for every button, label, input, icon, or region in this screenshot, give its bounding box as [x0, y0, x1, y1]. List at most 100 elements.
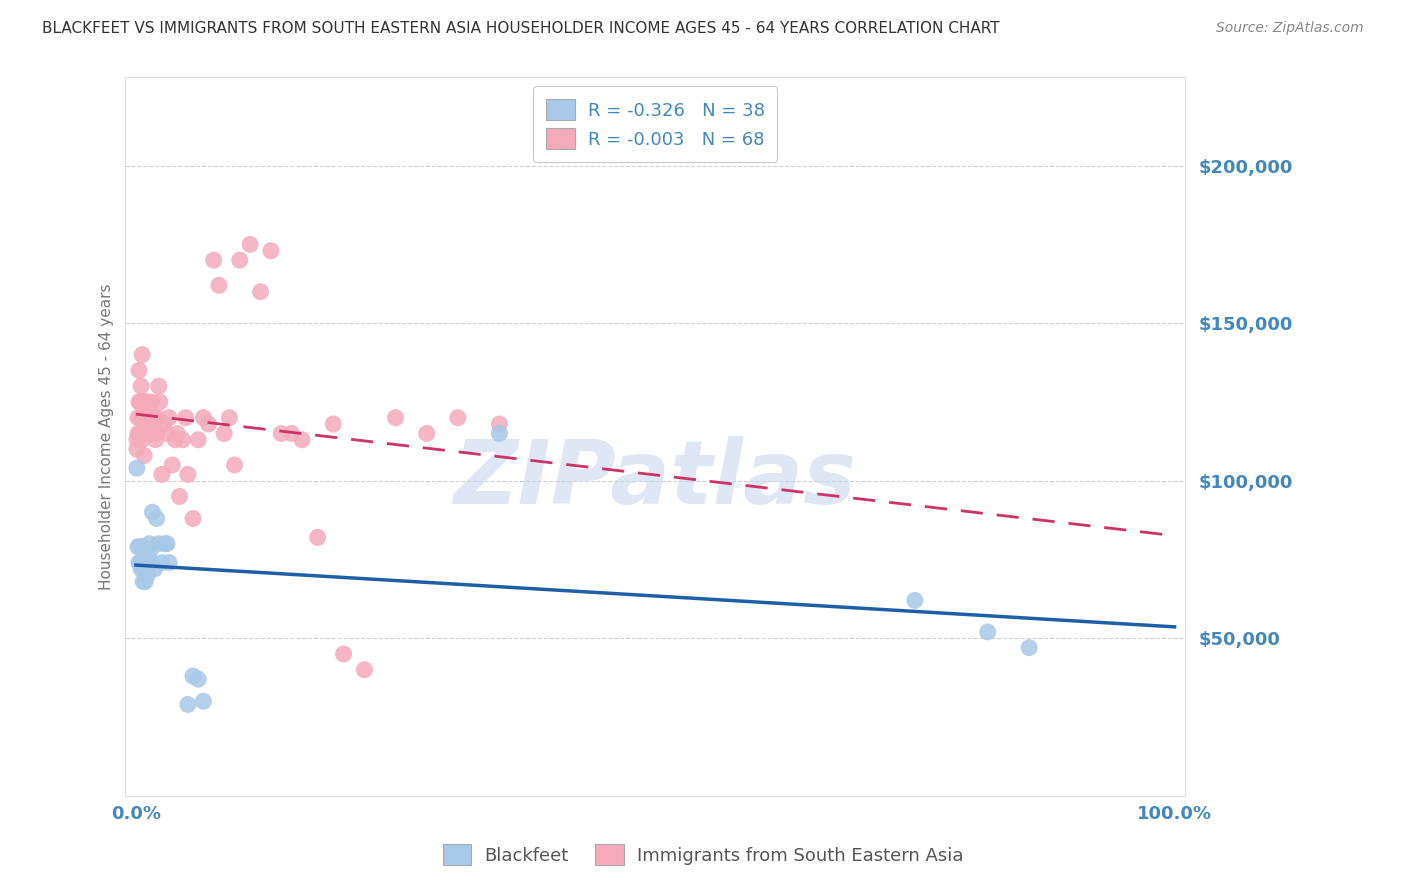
- Point: [138, 426, 160, 441]
- Point: [132, 395, 155, 409]
- Point: [904, 593, 927, 607]
- Point: [353, 663, 375, 677]
- Point: [132, 410, 155, 425]
- Point: [142, 417, 165, 431]
- Point: [131, 433, 153, 447]
- Point: [181, 669, 204, 683]
- Point: [136, 410, 159, 425]
- Point: [218, 410, 240, 425]
- Point: [202, 253, 225, 268]
- Point: [141, 395, 163, 409]
- Point: [135, 417, 157, 431]
- Point: [166, 426, 188, 441]
- Point: [134, 426, 156, 441]
- Legend: R = -0.326   N = 38, R = -0.003   N = 68: R = -0.326 N = 38, R = -0.003 N = 68: [533, 87, 778, 161]
- Point: [125, 442, 148, 457]
- Point: [157, 410, 180, 425]
- Point: [127, 540, 149, 554]
- Point: [239, 237, 262, 252]
- Point: [177, 698, 200, 712]
- Point: [177, 467, 200, 482]
- Point: [143, 410, 166, 425]
- Point: [131, 556, 153, 570]
- Point: [135, 426, 157, 441]
- Point: [128, 556, 150, 570]
- Point: [156, 426, 179, 441]
- Y-axis label: Householder Income Ages 45 - 64 years: Householder Income Ages 45 - 64 years: [100, 284, 114, 590]
- Point: [129, 395, 152, 409]
- Point: [129, 540, 152, 554]
- Point: [488, 426, 510, 441]
- Point: [146, 410, 169, 425]
- Point: [150, 556, 173, 570]
- Point: [307, 530, 329, 544]
- Point: [197, 417, 219, 431]
- Point: [384, 410, 406, 425]
- Point: [153, 417, 176, 431]
- Point: [128, 363, 150, 377]
- Point: [125, 433, 148, 447]
- Point: [135, 562, 157, 576]
- Point: [270, 426, 292, 441]
- Point: [127, 426, 149, 441]
- Point: [193, 410, 215, 425]
- Point: [260, 244, 283, 258]
- Point: [139, 543, 162, 558]
- Point: [148, 379, 170, 393]
- Point: [145, 426, 167, 441]
- Point: [128, 395, 150, 409]
- Point: [136, 395, 159, 409]
- Point: [148, 537, 170, 551]
- Point: [135, 543, 157, 558]
- Point: [169, 490, 191, 504]
- Point: [134, 426, 156, 441]
- Point: [149, 395, 172, 409]
- Point: [160, 458, 183, 472]
- Point: [136, 556, 159, 570]
- Point: [181, 511, 204, 525]
- Point: [249, 285, 271, 299]
- Point: [141, 505, 163, 519]
- Point: [193, 694, 215, 708]
- Point: [174, 410, 197, 425]
- Point: [229, 253, 252, 268]
- Point: [332, 647, 354, 661]
- Point: [322, 417, 344, 431]
- Point: [1018, 640, 1040, 655]
- Point: [187, 672, 209, 686]
- Point: [156, 537, 179, 551]
- Point: [134, 562, 156, 576]
- Text: BLACKFEET VS IMMIGRANTS FROM SOUTH EASTERN ASIA HOUSEHOLDER INCOME AGES 45 - 64 : BLACKFEET VS IMMIGRANTS FROM SOUTH EASTE…: [42, 21, 1000, 36]
- Point: [150, 467, 173, 482]
- Point: [134, 449, 156, 463]
- Point: [132, 562, 155, 576]
- Point: [165, 433, 187, 447]
- Point: [143, 562, 166, 576]
- Legend: Blackfeet, Immigrants from South Eastern Asia: Blackfeet, Immigrants from South Eastern…: [433, 835, 973, 874]
- Point: [131, 540, 153, 554]
- Point: [129, 426, 152, 441]
- Point: [415, 426, 437, 441]
- Point: [141, 410, 163, 425]
- Point: [139, 426, 162, 441]
- Point: [280, 426, 302, 441]
- Point: [129, 556, 152, 570]
- Point: [447, 410, 470, 425]
- Point: [141, 556, 163, 570]
- Point: [291, 433, 314, 447]
- Point: [212, 426, 235, 441]
- Point: [136, 568, 159, 582]
- Point: [129, 379, 152, 393]
- Point: [134, 395, 156, 409]
- Point: [145, 511, 167, 525]
- Point: [134, 556, 156, 570]
- Point: [208, 278, 231, 293]
- Point: [132, 574, 155, 589]
- Point: [125, 461, 148, 475]
- Point: [153, 537, 176, 551]
- Point: [129, 410, 152, 425]
- Text: ZIPatlas: ZIPatlas: [454, 436, 856, 524]
- Point: [157, 556, 180, 570]
- Point: [145, 433, 167, 447]
- Point: [172, 433, 194, 447]
